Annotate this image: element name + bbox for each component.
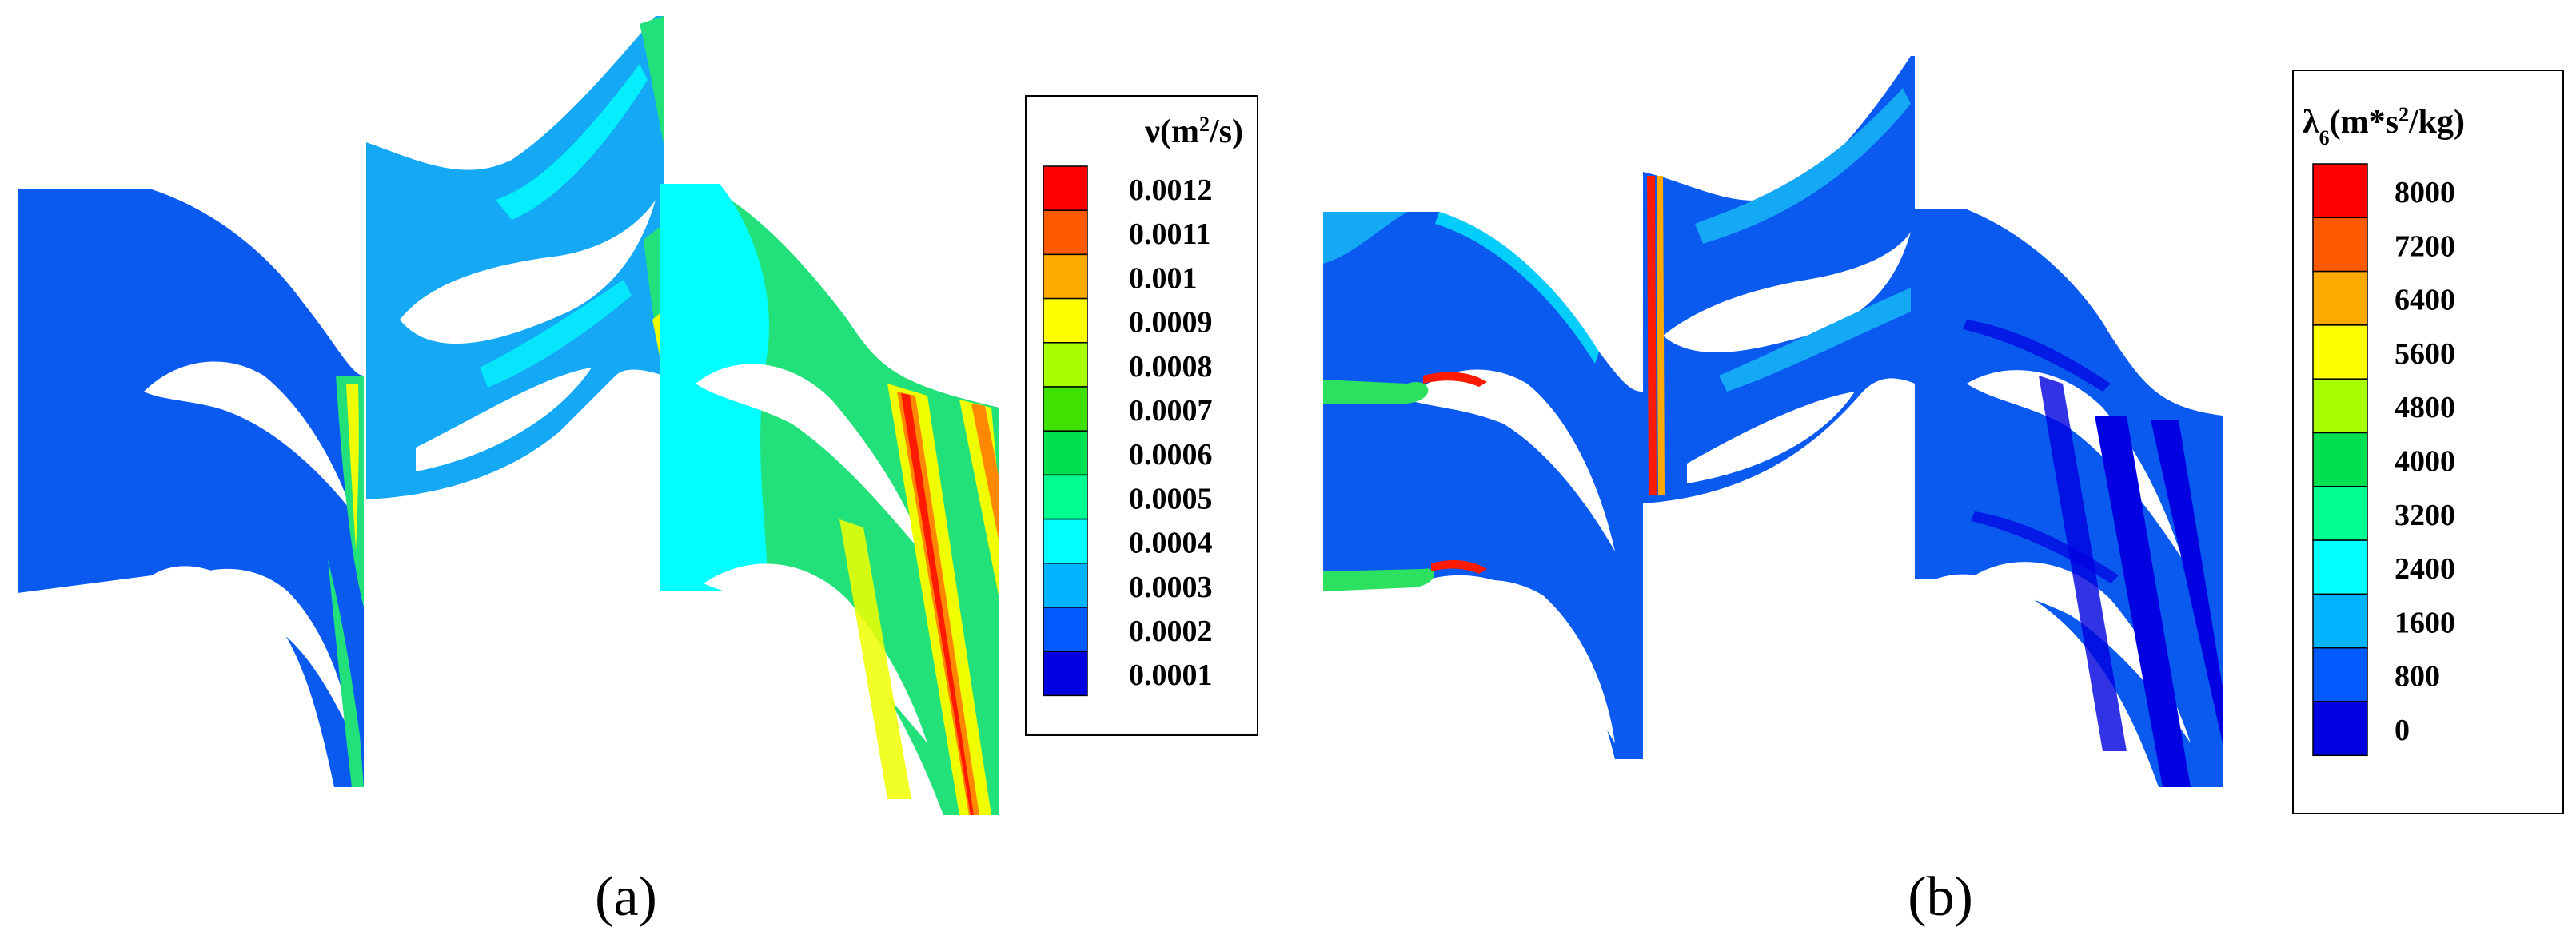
- legend-swatch: [1043, 430, 1088, 476]
- legend-b-colorbar: [2312, 163, 2368, 757]
- legend-tick-label: 0.0006: [1129, 438, 1213, 471]
- legend-tick-label: 0.0002: [1129, 615, 1213, 648]
- legend-swatch: [1043, 386, 1088, 432]
- panel-a-stator-1-contour: [18, 189, 364, 787]
- legend-swatch: [1043, 607, 1088, 652]
- panel-b-stator-1-contour: [1323, 212, 1643, 759]
- legend-tick-label: 0.001: [1129, 261, 1198, 295]
- legend-tick-label: 0.0012: [1129, 173, 1213, 207]
- panel-b: λ6(m*s2/kg) 8000720064005600480040003200…: [1323, 56, 2564, 928]
- legend-tick-label: 0.0007: [1129, 394, 1213, 428]
- legend-tick-label: 3200: [2395, 499, 2455, 532]
- legend-a: ν(m2/s) 0.00120.00110.0010.00090.00080.0…: [1025, 95, 1258, 736]
- legend-tick-label: 4000: [2395, 445, 2455, 479]
- legend-swatch: [2312, 270, 2368, 326]
- panel-a-rotor-contour: [366, 16, 664, 499]
- legend-tick-label: 2400: [2395, 552, 2455, 586]
- legend-tick-label: 8000: [2395, 176, 2455, 209]
- legend-swatch: [1043, 209, 1088, 256]
- legend-tick-label: 6400: [2395, 284, 2455, 317]
- legend-tick-label: 0.0009: [1129, 306, 1213, 340]
- legend-swatch: [2312, 324, 2368, 380]
- legend-swatch: [1043, 165, 1088, 211]
- legend-a-title: ν(m2/s): [1144, 113, 1243, 151]
- legend-tick-label: 1600: [2395, 606, 2455, 639]
- legend-swatch: [1043, 518, 1088, 564]
- legend-tick-label: 0.0008: [1129, 350, 1213, 384]
- legend-tick-label: 0.0011: [1129, 217, 1210, 251]
- legend-tick-label: 7200: [2395, 229, 2455, 263]
- legend-tick-label: 0.0004: [1129, 527, 1213, 560]
- legend-swatch: [2312, 647, 2368, 702]
- panel-b-stator-2-contour: [1915, 209, 2223, 787]
- legend-swatch: [2312, 217, 2368, 273]
- legend-tick-label: 0: [2395, 714, 2410, 747]
- legend-tick-label: 5600: [2395, 337, 2455, 371]
- legend-swatch: [2312, 593, 2368, 649]
- legend-swatch: [1043, 474, 1088, 520]
- legend-swatch: [2312, 486, 2368, 541]
- panel-a: ν(m2/s) 0.00120.00110.0010.00090.00080.0…: [18, 16, 1258, 928]
- legend-swatch: [1043, 563, 1088, 608]
- legend-tick-label: 4800: [2395, 391, 2455, 424]
- legend-swatch: [2312, 701, 2368, 757]
- legend-a-ticks: 0.0012 0.0011 0.001 0.0009 0.0008 0.0007 0.000…: [1129, 173, 1213, 692]
- panel-a-stator-2-contour: [660, 184, 999, 815]
- legend-swatch: [1043, 297, 1088, 344]
- legend-tick-label: 0.0005: [1129, 482, 1213, 515]
- caption-b: (b): [1908, 866, 1973, 928]
- legend-swatch: [1043, 253, 1088, 300]
- legend-swatch: [2312, 539, 2368, 595]
- legend-swatch: [2312, 432, 2368, 487]
- legend-b-title: λ6(m*s2/kg): [2303, 103, 2465, 149]
- legend-swatch: [1043, 651, 1088, 697]
- panel-b-rotor-contour: [1643, 56, 1915, 503]
- caption-a: (a): [595, 866, 657, 928]
- legend-a-colorbar: [1043, 165, 1088, 697]
- legend-swatch: [2312, 163, 2368, 219]
- legend-tick-label: 0.0001: [1129, 658, 1213, 692]
- legend-tick-label: 0.0003: [1129, 571, 1213, 604]
- legend-tick-label: 800: [2395, 660, 2440, 694]
- legend-b: λ6(m*s2/kg) 8000720064005600480040003200…: [2292, 70, 2564, 814]
- legend-swatch: [1043, 342, 1088, 388]
- legend-swatch: [2312, 378, 2368, 434]
